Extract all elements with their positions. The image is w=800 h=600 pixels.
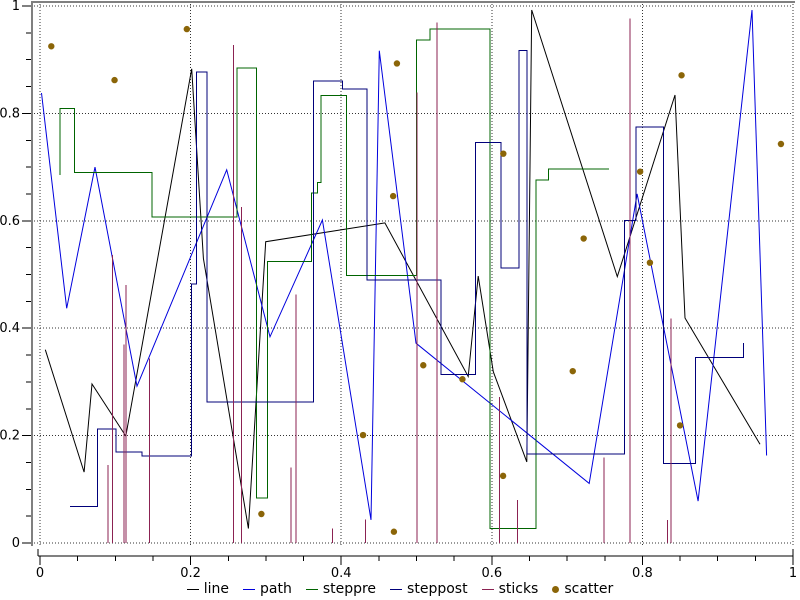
scatter-point [258, 510, 265, 518]
x-tick-label: 0.4 [331, 566, 352, 578]
scatter-point [580, 235, 587, 242]
y-tick-label: 0.6 [0, 214, 20, 229]
steppost-swatch-icon [390, 588, 403, 590]
scatter-point [183, 25, 191, 33]
path-swatch-icon [242, 588, 255, 590]
scatter-point [678, 72, 685, 79]
x-tick-label: 0.6 [481, 566, 502, 578]
legend-label-sticks: sticks [498, 581, 539, 597]
scatter-point [500, 150, 507, 157]
legend-label-line: line [203, 581, 229, 597]
legend-item-line: line [186, 581, 229, 597]
x-tick-label: 0.8 [632, 566, 653, 578]
steppre-swatch-icon [305, 588, 318, 590]
legend-item-scatter: scatter [552, 581, 613, 597]
series-steppre [59, 28, 609, 529]
series-line [44, 9, 761, 529]
plot-frame-left [31, 1, 33, 546]
y-tick-label: 0.2 [0, 429, 20, 444]
scatter-point [390, 528, 398, 535]
series-steppost [70, 50, 744, 508]
scatter-point [389, 192, 397, 200]
scatter-point [499, 472, 507, 480]
legend-item-sticks: sticks [481, 581, 539, 597]
scatter-point [393, 60, 401, 67]
scatter-point [48, 43, 55, 50]
legend: line path steppre steppost sticks scatte… [0, 578, 800, 600]
x-tick-label: 0.2 [180, 566, 201, 578]
legend-label-steppre: steppre [322, 581, 377, 597]
sticks-swatch-icon [481, 588, 494, 590]
legend-label-steppost: steppost [407, 581, 468, 597]
legend-item-steppost: steppost [390, 581, 468, 597]
y-tick-label: 1 [12, 0, 20, 14]
scatter-swatch-icon [552, 585, 560, 593]
scatter-point [111, 76, 118, 84]
y-tick-label: 0.8 [0, 106, 20, 121]
plot-frame-top [31, 1, 795, 3]
scatter-point [646, 259, 654, 266]
plot-canvas: 0 0.2 0.4 0.6 0.8 1 0 0.2 0.4 0.6 0.8 1 [0, 0, 797, 578]
scatter-point [676, 422, 684, 429]
x-tick-label: 0 [36, 566, 44, 578]
legend-item-path: path [242, 581, 292, 597]
scatter-point [569, 367, 576, 375]
series-path [41, 9, 768, 520]
scatter-point [359, 431, 367, 439]
legend-label-scatter: scatter [564, 581, 614, 597]
y-tick-label: 0.4 [0, 321, 20, 336]
line-swatch-icon [186, 588, 199, 590]
scatter-point [777, 140, 785, 148]
legend-item-steppre: steppre [305, 581, 377, 597]
y-tick-label: 0 [12, 536, 20, 551]
x-tick-label: 1 [789, 566, 797, 578]
scatter-point [420, 362, 427, 369]
scatter-point [636, 168, 644, 175]
legend-label-path: path [259, 581, 292, 597]
scatter-point [459, 376, 466, 383]
